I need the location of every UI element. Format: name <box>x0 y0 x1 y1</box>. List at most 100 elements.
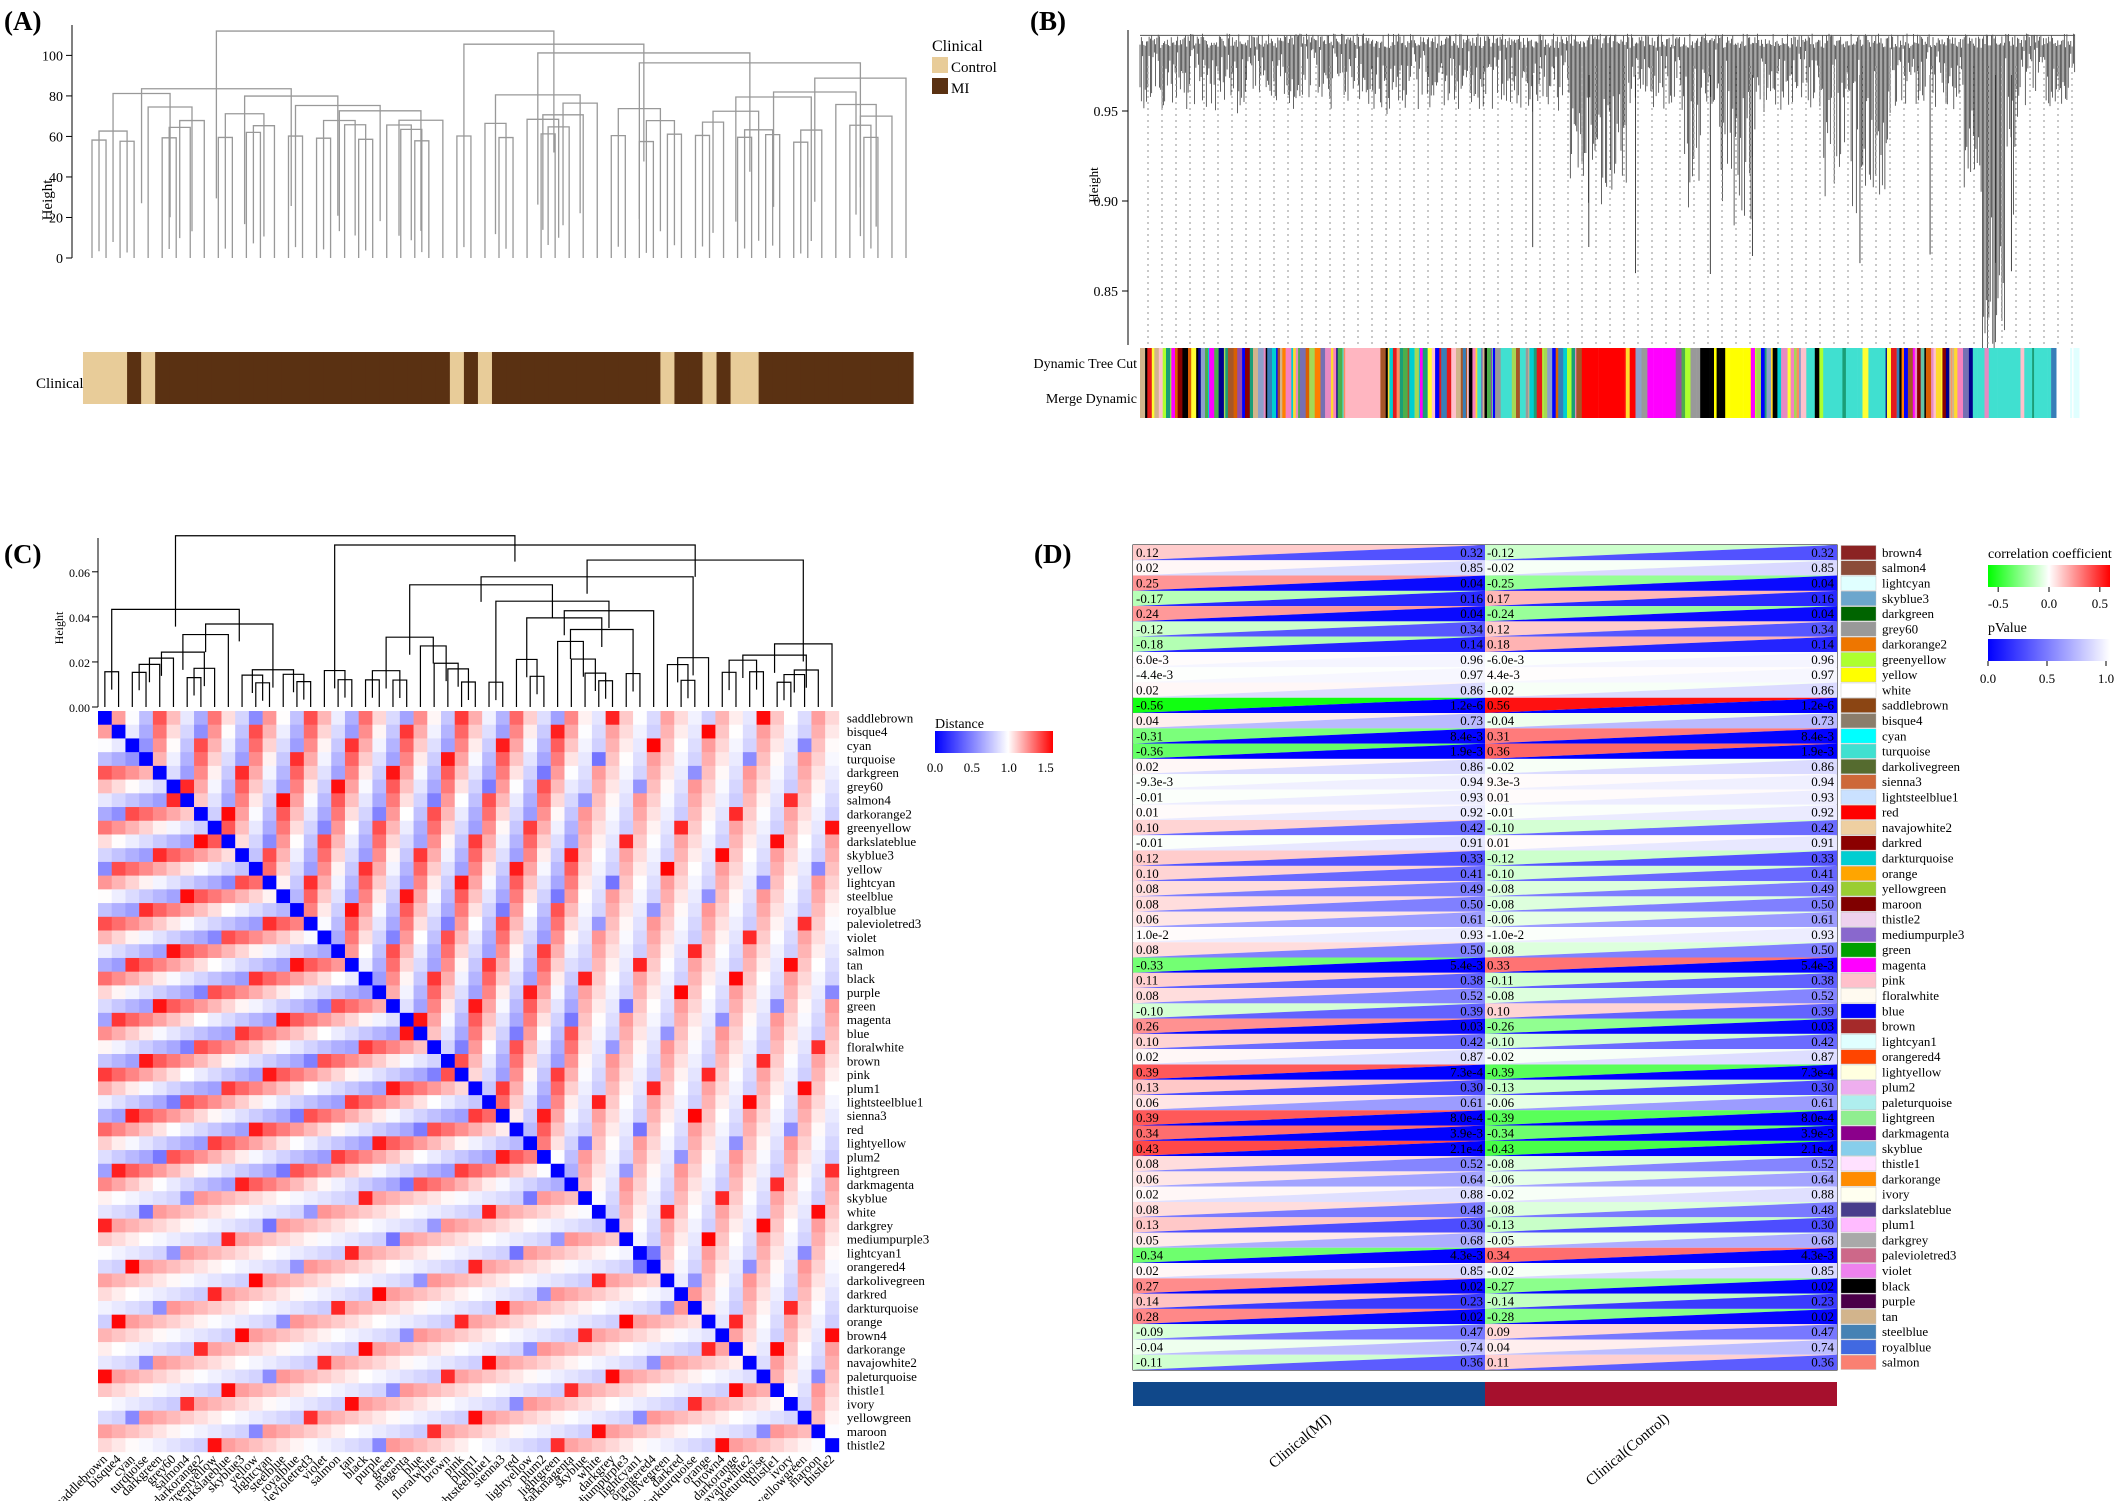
heatmap-cell <box>358 1095 373 1110</box>
heatmap-cell <box>152 1328 167 1343</box>
panel-c-ylabel: Height <box>52 611 66 644</box>
module-name: royalblue <box>1882 1339 1931 1354</box>
heatmap-cell <box>811 807 826 822</box>
heatmap-cell <box>344 1218 359 1233</box>
heatmap-cell <box>125 1191 140 1206</box>
heatmap-cell <box>756 793 771 808</box>
heatmap-cell <box>207 807 222 822</box>
heatmap-cell <box>248 1300 263 1315</box>
heatmap-cell <box>248 820 263 835</box>
p-value-mi: 0.30 <box>1460 1080 1483 1095</box>
heatmap-cell <box>98 889 113 904</box>
corr-value-mi: -0.01 <box>1136 789 1163 804</box>
heatmap-cell <box>194 1150 209 1165</box>
module-color-cell <box>1337 383 1343 418</box>
heatmap-cell <box>825 1259 840 1274</box>
heatmap-cell <box>399 1246 414 1261</box>
heatmap-cell <box>413 985 428 1000</box>
module-color-cell <box>1427 348 1433 383</box>
heatmap-cell <box>811 1108 826 1123</box>
module-color-cell <box>1880 383 1884 418</box>
heatmap-cell <box>825 1218 840 1233</box>
heatmap-cell <box>166 1438 181 1453</box>
heatmap-cell <box>742 1108 757 1123</box>
heatmap-cell <box>98 711 113 726</box>
module-color-cell <box>1396 348 1401 383</box>
module-color-cell <box>1896 348 1900 383</box>
heatmap-cell <box>797 985 812 1000</box>
heatmap-cell <box>701 889 716 904</box>
heatmap-cell <box>687 1095 702 1110</box>
heatmap-cell <box>578 1342 593 1357</box>
cell-corr-mi <box>1133 621 1485 637</box>
cell-p-mi <box>1133 1354 1485 1370</box>
heatmap-cell <box>262 1012 277 1027</box>
module-color-cell <box>1886 383 1892 418</box>
heatmap-cell <box>495 1026 510 1041</box>
module-color-cell <box>1614 348 1621 383</box>
heatmap-cell <box>221 1232 236 1247</box>
heatmap-cell <box>166 1342 181 1357</box>
heatmap-cell <box>687 848 702 863</box>
heatmap-cell <box>619 1095 634 1110</box>
heatmap-cell <box>701 1246 716 1261</box>
module-color-cell <box>1500 348 1507 383</box>
corr-value-mi: 0.13 <box>1136 1080 1159 1095</box>
heatmap-cell <box>660 711 675 726</box>
heatmap-cell <box>482 1054 497 1069</box>
heatmap-cell <box>523 1397 538 1412</box>
heatmap-cell <box>619 875 634 890</box>
heatmap-cell <box>482 1122 497 1137</box>
heatmap-cell <box>742 1163 757 1178</box>
heatmap-cell <box>550 1342 565 1357</box>
heatmap-cell <box>331 1438 346 1453</box>
legend-tick-label: 0.0 <box>927 760 943 775</box>
heatmap-cell <box>660 1204 675 1219</box>
heatmap-cell <box>578 1012 593 1027</box>
cell-corr-mi <box>1133 545 1485 561</box>
heatmap-cell <box>344 724 359 739</box>
heatmap-cell <box>578 1108 593 1123</box>
heatmap-cell <box>482 848 497 863</box>
heatmap-cell <box>756 1259 771 1274</box>
p-value-control: 0.48 <box>1811 1202 1834 1217</box>
heatmap-cell <box>660 1150 675 1165</box>
cell-p-mi <box>1133 896 1485 912</box>
heatmap-cell <box>811 903 826 918</box>
module-color-cell <box>1245 383 1251 418</box>
heatmap-cell <box>537 889 552 904</box>
heatmap-cell <box>701 930 716 945</box>
heatmap-cell <box>797 1328 812 1343</box>
heatmap-cell <box>742 834 757 849</box>
cell-p-mi <box>1133 606 1485 622</box>
heatmap-cell <box>523 985 538 1000</box>
heatmap-cell <box>770 930 785 945</box>
heatmap-cell <box>646 1040 661 1055</box>
module-color-cell <box>1140 348 1146 383</box>
cell-p-mi <box>1133 1018 1485 1034</box>
module-color-cell <box>1596 348 1599 383</box>
module-color-cell <box>2072 348 2074 383</box>
heatmap-cell <box>139 1328 154 1343</box>
heatmap-cell <box>468 1095 483 1110</box>
heatmap-cell <box>427 1191 442 1206</box>
heatmap-cell <box>811 779 826 794</box>
heatmap-cell <box>646 1054 661 1069</box>
heatmap-cell <box>303 971 318 986</box>
corr-value-control: 0.10 <box>1487 1003 1510 1018</box>
heatmap-cell <box>358 1204 373 1219</box>
clinical-cell <box>604 352 619 404</box>
heatmap-cell <box>180 1108 195 1123</box>
module-color-cell <box>1595 383 1597 418</box>
heatmap-cell <box>633 903 648 918</box>
heatmap-cell <box>564 738 579 753</box>
corr-value-mi: 0.28 <box>1136 1309 1159 1324</box>
heatmap-cell <box>564 1287 579 1302</box>
heatmap-cell <box>605 1383 620 1398</box>
heatmap-cell <box>784 1081 799 1096</box>
heatmap-cell <box>523 999 538 1014</box>
module-color-cell <box>1267 348 1273 383</box>
heatmap-cell <box>770 820 785 835</box>
heatmap-cell <box>770 957 785 972</box>
heatmap-cell <box>482 889 497 904</box>
